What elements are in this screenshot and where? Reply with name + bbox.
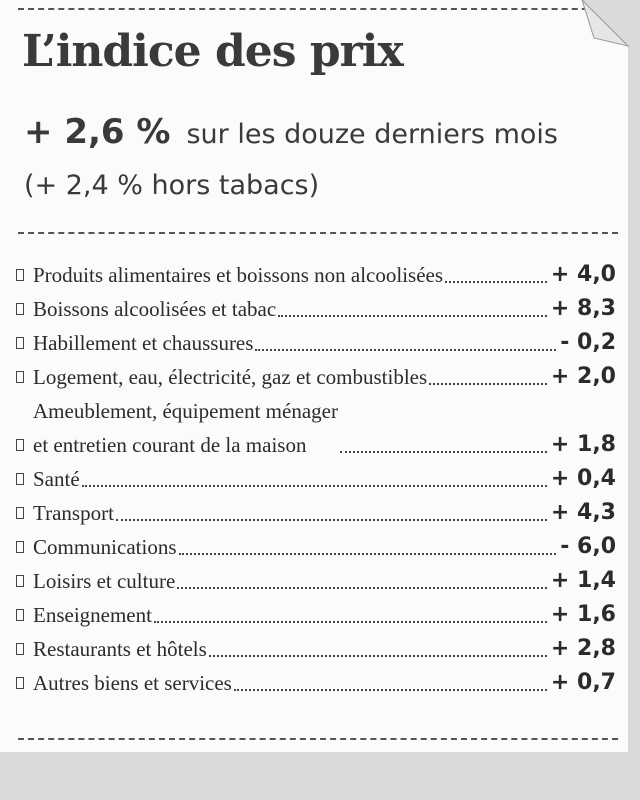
item-label: Boissons alcoolisées et tabac [33, 292, 276, 326]
item-label: Communications [33, 530, 177, 564]
label-line: Ameublement, équipement ménager [33, 399, 338, 423]
bullet [16, 609, 24, 621]
item-label: Produits alimentaires et boissons non al… [33, 258, 443, 292]
item-row: Transport + 4,3 [16, 496, 616, 530]
bullet [16, 439, 24, 451]
item-label: Autres biens et services [33, 666, 232, 700]
item-row: Restaurants et hôtels + 2,8 [16, 632, 616, 666]
leader [177, 587, 547, 589]
headline-text: sur les douze derniers mois [186, 119, 558, 150]
leader [153, 621, 547, 623]
dog-ear [581, 0, 630, 47]
bullet [16, 575, 24, 587]
item-value: + 1,8 [550, 432, 616, 457]
divider [18, 8, 618, 10]
item-row: Habillement et chaussures - 0,2 [16, 326, 616, 360]
note: (+ 2,4 % hors tabacs) [24, 170, 320, 201]
label-line: Logement, eau, électricité, gaz et combu… [33, 365, 428, 389]
leader [178, 553, 557, 555]
leader [81, 485, 547, 487]
label-line: Produits alimentaires et boissons non al… [33, 263, 444, 287]
item-label: Habillement et chaussures [33, 326, 253, 360]
label-line: Autres biens et services [33, 671, 232, 695]
bullet [16, 371, 24, 383]
leader [255, 349, 557, 351]
item-value: + 0,4 [550, 466, 616, 491]
item-label: Loisirs et culture [33, 564, 175, 598]
leader [233, 689, 547, 691]
bullet [16, 337, 24, 349]
label-line: et entretien courant de la maison [33, 433, 307, 457]
item-row: Logement, eau, électricité, gaz et combu… [16, 360, 616, 394]
item-label: Transport [33, 496, 114, 530]
item-value: + 0,7 [550, 670, 616, 695]
label-line: Restaurants et hôtels [33, 637, 207, 661]
divider [18, 738, 618, 740]
item-value: - 0,2 [560, 330, 616, 355]
item-label: Logement, eau, électricité, gaz et combu… [33, 360, 427, 394]
item-value: + 1,4 [550, 568, 616, 593]
bullet [16, 541, 24, 553]
item-label: Ameublement, équipement ménager et entret… [33, 394, 338, 462]
item-list: Produits alimentaires et boissons non al… [16, 258, 616, 700]
bullet [16, 473, 24, 485]
item-row: Boissons alcoolisées et tabac + 8,3 [16, 292, 616, 326]
leader [445, 281, 547, 283]
label-line: Habillement et chaussures [33, 331, 254, 355]
item-label: Restaurants et hôtels [33, 632, 207, 666]
headline: + 2,6 % sur les douze derniers mois [24, 112, 558, 152]
item-label: Santé [33, 462, 80, 496]
bullet [16, 677, 24, 689]
item-row: Enseignement + 1,6 [16, 598, 616, 632]
divider [18, 232, 618, 234]
label-line: Enseignement [33, 603, 152, 627]
leader [429, 383, 547, 385]
item-value: + 1,6 [550, 602, 616, 627]
item-value: + 4,0 [550, 262, 616, 287]
bullet [16, 507, 24, 519]
label-line: Loisirs et culture [33, 569, 176, 593]
leader [339, 451, 547, 453]
label-line: Boissons alcoolisées et tabac [33, 297, 277, 321]
bullet [16, 643, 24, 655]
item-row: Communications - 6,0 [16, 530, 616, 564]
item-row: Ameublement, équipement ménager et entret… [16, 394, 616, 462]
item-value: - 6,0 [560, 534, 616, 559]
label-line: Santé [33, 467, 80, 491]
bullet [16, 269, 24, 281]
item-value: + 2,0 [550, 364, 616, 389]
leader [115, 519, 547, 521]
headline-value: + 2,6 % [24, 112, 171, 152]
item-label: Enseignement [33, 598, 152, 632]
item-row: Loisirs et culture + 1,4 [16, 564, 616, 598]
item-value: + 2,8 [550, 636, 616, 661]
label-line: Communications [33, 535, 177, 559]
label-line: Transport [33, 501, 114, 525]
title: L’indice des prix [22, 26, 404, 77]
leader [208, 655, 547, 657]
item-value: + 4,3 [550, 500, 616, 525]
item-row: Produits alimentaires et boissons non al… [16, 258, 616, 292]
bullet [16, 303, 24, 315]
item-row: Autres biens et services + 0,7 [16, 666, 616, 700]
paper: L’indice des prix + 2,6 % sur les douze d… [0, 0, 628, 752]
item-row: Santé + 0,4 [16, 462, 616, 496]
item-value: + 8,3 [550, 296, 616, 321]
leader [278, 315, 547, 317]
